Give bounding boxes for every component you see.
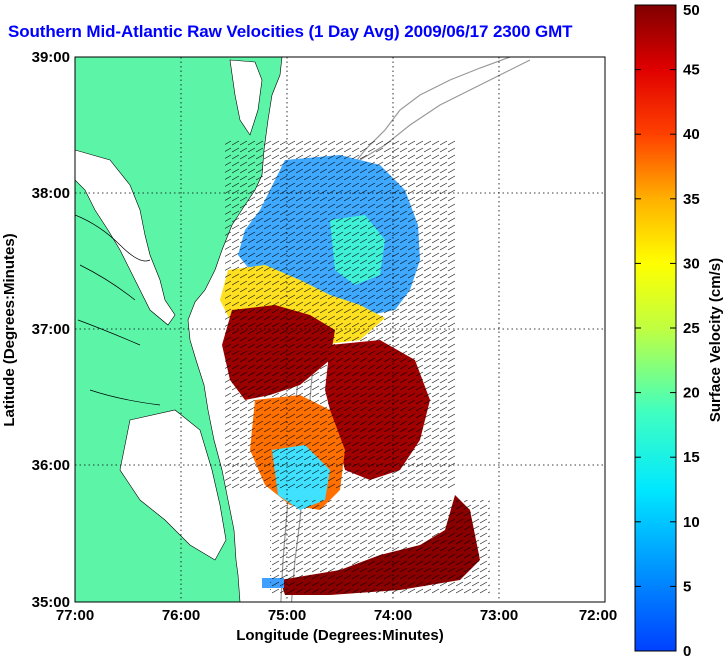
y-tick-label: 36:00 bbox=[32, 457, 70, 474]
y-axis-label: Latitude (Degrees:Minutes) bbox=[1, 233, 18, 426]
colorbar-tick-label: 35 bbox=[683, 191, 700, 208]
river-1 bbox=[75, 214, 161, 406]
colorbar-label: Surface Velocity (cm/s) bbox=[707, 258, 724, 422]
colorbar-tick-label: 30 bbox=[683, 255, 700, 272]
colorbar-tick-label: 0 bbox=[683, 643, 691, 659]
pamlico-sound bbox=[119, 409, 227, 561]
y-tick-label: 37:00 bbox=[32, 321, 70, 338]
colorbar-tick-label: 5 bbox=[683, 578, 691, 595]
arrow-overlay bbox=[225, 140, 455, 490]
colorbar: 0 5 10 15 20 25 30 35 40 45 50 Surface Velocity (c… bbox=[634, 2, 724, 659]
colorbar-tick-label: 45 bbox=[683, 62, 700, 79]
grid bbox=[75, 57, 605, 602]
colorbar-gradient bbox=[634, 4, 677, 652]
x-axis-label: Longitude (Degrees:Minutes) bbox=[236, 627, 444, 644]
colorbar-tick-label: 15 bbox=[683, 449, 700, 466]
x-tick-label: 72:00 bbox=[579, 607, 617, 624]
y-tick-label: 38:00 bbox=[32, 185, 70, 202]
y-tick-label: 35:00 bbox=[32, 594, 70, 611]
colorbar-tick-label: 20 bbox=[683, 385, 700, 402]
colorbar-tick-label: 25 bbox=[683, 320, 700, 337]
x-tick-label: 75:00 bbox=[268, 607, 306, 624]
x-tick-label: 74:00 bbox=[374, 607, 412, 624]
plot-frame bbox=[74, 56, 606, 603]
x-tick-label: 73:00 bbox=[480, 607, 518, 624]
chesapeake-bay bbox=[75, 149, 176, 326]
delaware-bay bbox=[229, 59, 263, 136]
x-tick-label: 77:00 bbox=[56, 607, 94, 624]
x-axis: 77:00 76:00 75:00 74:00 73:00 72:00 bbox=[56, 607, 617, 624]
colorbar-tick-label: 50 bbox=[683, 2, 700, 19]
map-title: Southern Mid-Atlantic Raw Velocities (1 … bbox=[8, 22, 573, 41]
arrow-overlay-south bbox=[270, 500, 490, 595]
colorbar-tick-label: 40 bbox=[683, 126, 700, 143]
velocity-field bbox=[220, 140, 490, 595]
y-axis: 39:00 38:00 37:00 36:00 35:00 bbox=[32, 49, 70, 611]
colorbar-tick-label: 10 bbox=[683, 514, 700, 531]
y-tick-label: 39:00 bbox=[32, 49, 70, 66]
x-tick-label: 76:00 bbox=[162, 607, 200, 624]
